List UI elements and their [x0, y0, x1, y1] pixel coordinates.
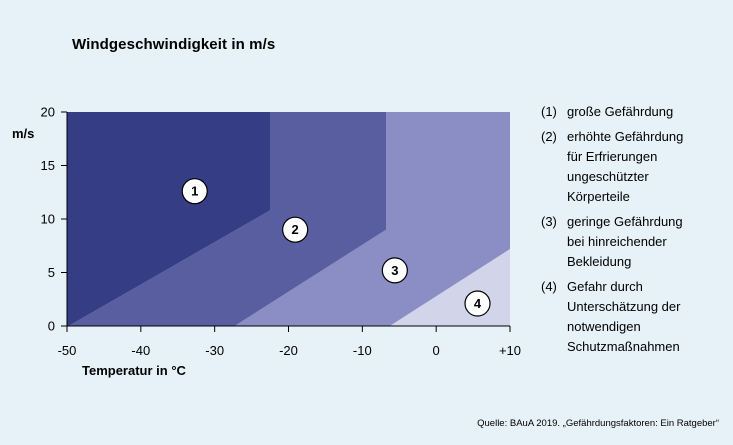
- x-tick-label: -10: [353, 343, 372, 358]
- legend-item-text: Gefahr durch Unterschätzung der notwendi…: [567, 279, 681, 354]
- zone-marker-circle: [464, 290, 491, 317]
- y-tick-label: 20: [41, 105, 55, 120]
- zone-marker-number: 2: [292, 222, 299, 237]
- zone-marker-number: 4: [474, 296, 482, 311]
- legend-item-number: (2): [541, 129, 557, 144]
- zone-3-area: [234, 112, 510, 326]
- legend-item-number: (1): [541, 104, 557, 119]
- legend-item-text: geringe Gefährdung bei hinreichender Bek…: [567, 214, 683, 269]
- y-axis-label: m/s: [12, 126, 34, 141]
- legend-item-text: große Gefährdung: [567, 104, 674, 119]
- legend-item-1: (1) große Gefährdung: [541, 102, 726, 122]
- x-tick-label: +10: [499, 343, 521, 358]
- zone-4-marker: 4: [464, 290, 491, 317]
- x-tick-label: -20: [279, 343, 298, 358]
- y-tick-label: 10: [41, 212, 55, 227]
- legend-item-4: (4) Gefahr durch Unterschätzung der notwe…: [541, 277, 726, 357]
- legend: (1) große Gefährdung (2) erhöhte Gefährdung…: [541, 102, 726, 362]
- y-tick-label: 15: [41, 158, 55, 173]
- zone-2-marker: 2: [282, 216, 309, 243]
- zone-marker-circle: [181, 178, 208, 205]
- legend-item-number: (4): [541, 279, 557, 294]
- chart-title: Windgeschwindigkeit in m/s: [72, 36, 276, 53]
- zone-3-marker: 3: [381, 257, 408, 284]
- zone-marker-circle: [282, 216, 309, 243]
- zone-marker-number: 3: [391, 263, 398, 278]
- x-tick-label: -30: [205, 343, 224, 358]
- ticks-layer: -50 -40 -30 -20 -10 0 +10 0 5 10 15 20: [41, 105, 522, 359]
- legend-item-text: erhöhte Gefährdung für Erfrierungen unge…: [567, 129, 684, 204]
- legend-item-number: (3): [541, 214, 557, 229]
- zone-2-area: [68, 112, 386, 326]
- x-tick-label: -50: [58, 343, 77, 358]
- zone-1-area: [67, 112, 270, 326]
- legend-item-3: (3) geringe Gefährdung bei hinreichender …: [541, 212, 726, 272]
- y-tick-label: 0: [48, 319, 55, 334]
- x-tick-label: 0: [433, 343, 440, 358]
- zone-labels-layer: 4 3 2 1: [181, 178, 491, 317]
- zone-1-marker: 1: [181, 178, 208, 205]
- source-note: Quelle: BAuA 2019. „Gefährdungsfaktoren:…: [477, 418, 719, 429]
- x-tick-label: -40: [131, 343, 150, 358]
- zone-marker-circle: [381, 257, 408, 284]
- y-tick-label: 5: [48, 265, 55, 280]
- zone-marker-number: 1: [191, 184, 198, 199]
- x-axis-label: Temperatur in °C: [82, 363, 187, 378]
- legend-item-2: (2) erhöhte Gefährdung für Erfrierungen u…: [541, 127, 726, 207]
